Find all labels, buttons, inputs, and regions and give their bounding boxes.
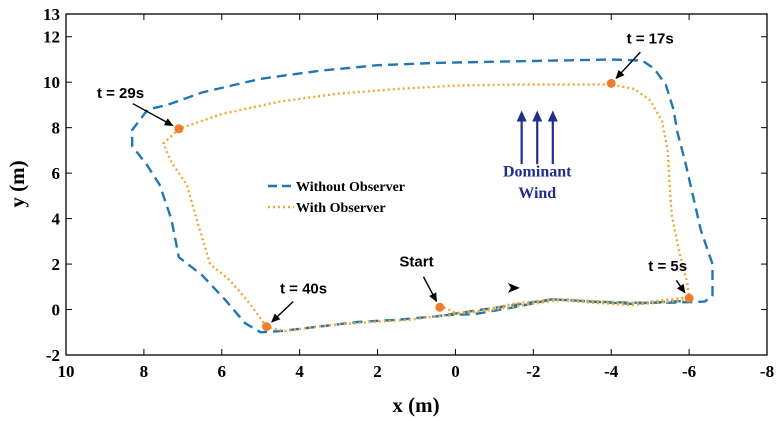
x-tick-label: 6: [218, 362, 227, 381]
legend: Without Observer With Observer: [262, 174, 448, 218]
y-tick-label: 6: [52, 164, 61, 183]
annotation-label: t = 5s: [648, 258, 687, 275]
y-tick-label: 8: [52, 119, 61, 138]
x-tick-label: -8: [760, 362, 774, 381]
x-tick-label: -6: [682, 362, 696, 381]
trajectory-marker: [607, 79, 616, 88]
x-tick-label: 2: [373, 362, 382, 381]
y-tick-label: 10: [43, 73, 60, 92]
y-axis-label: y (m): [5, 160, 29, 207]
y-tick-label: 4: [52, 210, 61, 229]
trajectory-marker: [435, 303, 444, 312]
x-tick-label: 8: [140, 362, 149, 381]
y-tick-label: 13: [43, 5, 60, 24]
y-tick-label: -2: [46, 346, 60, 365]
x-tick-label: 4: [295, 362, 304, 381]
trajectory-marker: [262, 322, 271, 331]
x-tick-label: 10: [58, 362, 75, 381]
legend-label-without-observer: Without Observer: [296, 180, 405, 195]
annotation-label: t = 40s: [280, 281, 327, 298]
trajectory-marker: [685, 294, 694, 303]
annotation-label: Start: [399, 253, 433, 270]
x-tick-label: -2: [526, 362, 540, 381]
x-tick-label: -4: [604, 362, 619, 381]
wind-label-line2: Wind: [518, 185, 556, 202]
annotation-label: t = 17s: [627, 31, 674, 48]
y-tick-label: 12: [43, 28, 60, 47]
trajectory-marker: [174, 124, 183, 133]
wind-label-line1: Dominant: [503, 164, 572, 181]
y-tick-label: 2: [52, 255, 61, 274]
y-tick-label: 0: [52, 301, 61, 320]
x-axis-label: x (m): [392, 393, 439, 417]
annotation-label: t = 29s: [97, 85, 144, 102]
x-tick-label: 0: [451, 362, 460, 381]
legend-label-with-observer: With Observer: [296, 201, 386, 216]
